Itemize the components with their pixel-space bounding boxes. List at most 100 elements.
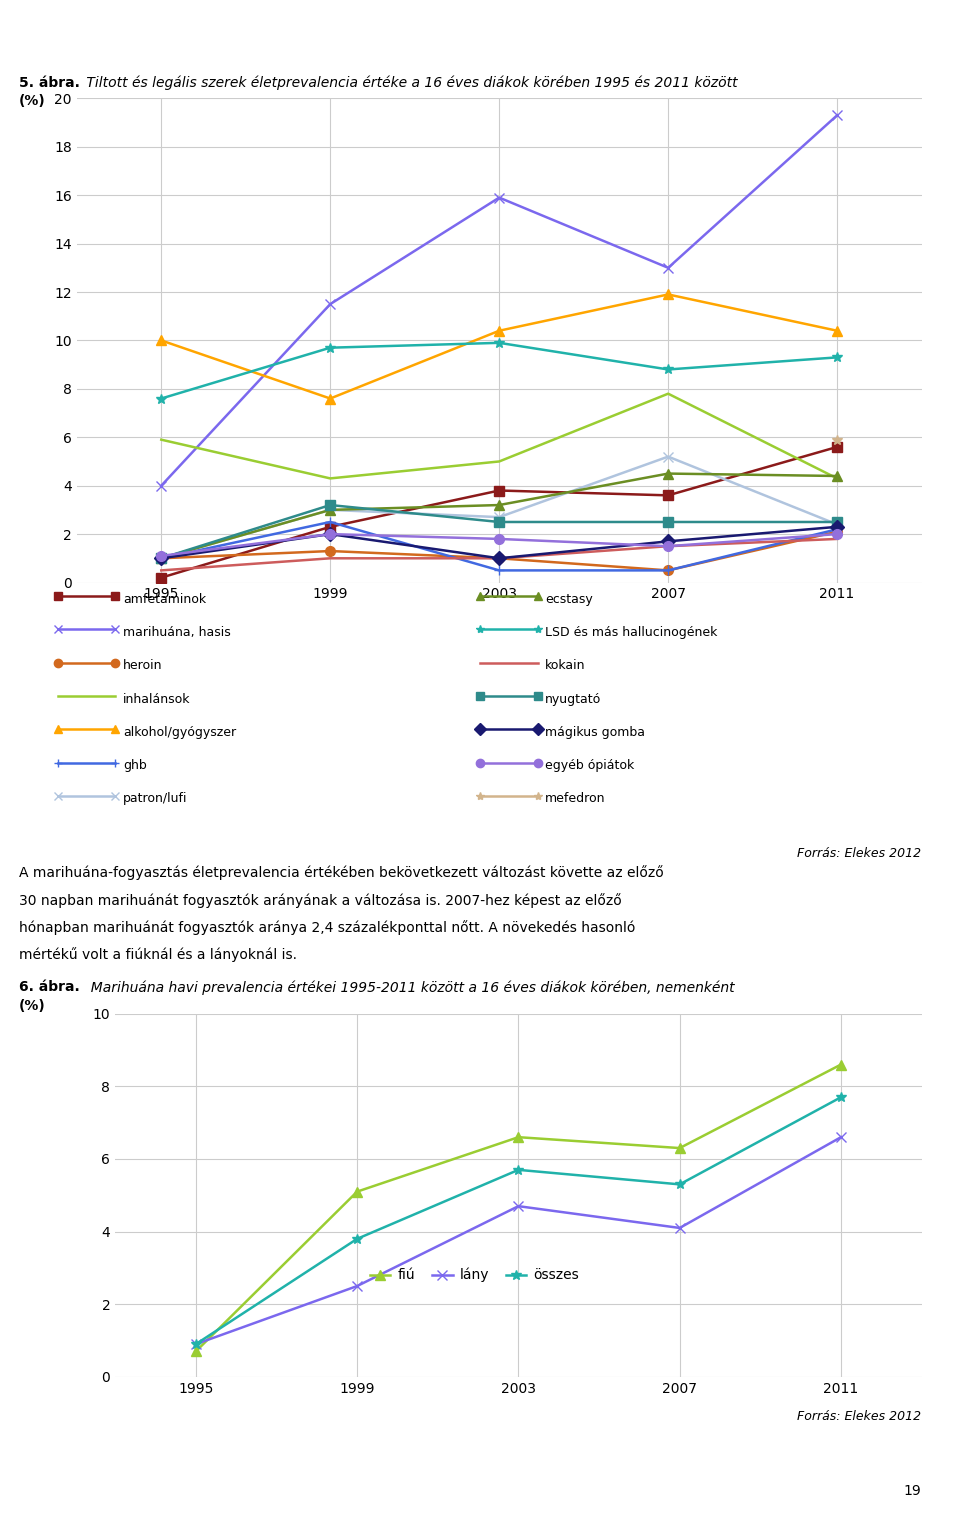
nyugtató xyxy=(493,513,505,531)
Text: nyugtató: nyugtató xyxy=(545,693,602,705)
összes xyxy=(835,1088,847,1106)
összes xyxy=(674,1176,685,1194)
mágikus gomba xyxy=(156,549,167,567)
Text: patron/lufi: patron/lufi xyxy=(123,793,187,805)
egyéb ópiátok xyxy=(493,530,505,548)
Line: ecstasy: ecstasy xyxy=(156,469,842,563)
Text: mértékű volt a fiúknál és a lányoknál is.: mértékű volt a fiúknál és a lányoknál is… xyxy=(19,947,298,962)
összes xyxy=(513,1160,524,1179)
Line: amfetaminok: amfetaminok xyxy=(156,442,842,583)
összes xyxy=(351,1230,363,1248)
patron/lufi xyxy=(493,508,505,527)
amfetaminok xyxy=(493,481,505,499)
alkohol/gyógyszer xyxy=(831,322,843,340)
nyugtató xyxy=(662,513,674,531)
ghb xyxy=(493,561,505,579)
fiú xyxy=(513,1129,524,1147)
alkohol/gyógyszer xyxy=(324,389,336,407)
egyéb ópiátok xyxy=(324,525,336,543)
Text: 5. ábra.: 5. ábra. xyxy=(19,76,80,89)
Line: ghb: ghb xyxy=(156,517,842,575)
Line: alkohol/gyógyszer: alkohol/gyógyszer xyxy=(156,289,842,404)
patron/lufi xyxy=(324,501,336,519)
Text: (%): (%) xyxy=(19,94,46,107)
ghb xyxy=(324,513,336,531)
Text: inhalánsok: inhalánsok xyxy=(123,693,190,705)
amfetaminok xyxy=(156,569,167,587)
ecstasy xyxy=(493,496,505,514)
heroin xyxy=(662,561,674,579)
LSD és más hallucinogének xyxy=(662,360,674,378)
Line: inhalánsok: inhalánsok xyxy=(161,393,837,478)
Text: mágikus gomba: mágikus gomba xyxy=(545,726,645,738)
ghb xyxy=(831,520,843,539)
kokain xyxy=(493,549,505,567)
egyéb ópiátok xyxy=(662,537,674,555)
lány xyxy=(190,1334,202,1353)
Text: kokain: kokain xyxy=(545,660,586,672)
mágikus gomba xyxy=(662,533,674,551)
Text: alkohol/gyógyszer: alkohol/gyógyszer xyxy=(123,726,236,738)
Text: 6. ábra.: 6. ábra. xyxy=(19,980,80,994)
Line: LSD és más hallucinogének: LSD és más hallucinogének xyxy=(156,337,842,404)
marihuána, hasis xyxy=(831,106,843,124)
Text: ecstasy: ecstasy xyxy=(545,593,593,605)
Line: fiú: fiú xyxy=(191,1059,846,1356)
kokain xyxy=(662,537,674,555)
inhalánsok xyxy=(324,469,336,487)
Text: A marihuána-fogyasztás életprevalencia értékében bekövetkezett változást követte: A marihuána-fogyasztás életprevalencia é… xyxy=(19,865,664,881)
Text: Marihuána havi prevalencia értékei 1995-2011 között a 16 éves diákok körében, ne: Marihuána havi prevalencia értékei 1995-… xyxy=(82,980,734,996)
mágikus gomba xyxy=(493,549,505,567)
amfetaminok xyxy=(324,517,336,536)
LSD és más hallucinogének xyxy=(831,348,843,366)
alkohol/gyógyszer xyxy=(493,322,505,340)
LSD és más hallucinogének xyxy=(493,334,505,353)
Text: (%): (%) xyxy=(19,999,46,1012)
ecstasy xyxy=(324,501,336,519)
fiú xyxy=(674,1139,685,1157)
Line: nyugtató: nyugtató xyxy=(156,501,842,563)
lány xyxy=(513,1197,524,1215)
egyéb ópiátok xyxy=(156,546,167,564)
amfetaminok xyxy=(831,437,843,455)
lány xyxy=(674,1219,685,1238)
Line: összes: összes xyxy=(191,1092,846,1350)
heroin xyxy=(156,549,167,567)
ghb xyxy=(662,561,674,579)
alkohol/gyógyszer xyxy=(156,331,167,350)
Line: heroin: heroin xyxy=(156,527,842,575)
heroin xyxy=(324,542,336,560)
egyéb ópiátok xyxy=(831,525,843,543)
fiú xyxy=(190,1342,202,1360)
Text: amfetaminok: amfetaminok xyxy=(123,593,206,605)
kokain xyxy=(831,530,843,548)
Line: egyéb ópiátok: egyéb ópiátok xyxy=(156,530,842,561)
alkohol/gyógyszer xyxy=(662,286,674,304)
fiú xyxy=(835,1056,847,1074)
Text: 19: 19 xyxy=(904,1484,922,1498)
ecstasy xyxy=(831,468,843,486)
mágikus gomba xyxy=(324,525,336,543)
heroin xyxy=(831,522,843,540)
Text: mefedron: mefedron xyxy=(545,793,606,805)
marihuána, hasis xyxy=(493,189,505,207)
amfetaminok xyxy=(662,486,674,504)
lány xyxy=(351,1277,363,1295)
inhalánsok xyxy=(831,469,843,487)
kokain xyxy=(156,561,167,579)
ecstasy xyxy=(662,464,674,483)
marihuána, hasis xyxy=(156,477,167,495)
Text: LSD és más hallucinogének: LSD és más hallucinogének xyxy=(545,626,718,638)
nyugtató xyxy=(156,549,167,567)
Text: Forrás: Elekes 2012: Forrás: Elekes 2012 xyxy=(798,1410,922,1424)
Legend: fiú, lány, összes: fiú, lány, összes xyxy=(364,1262,585,1288)
Text: egyéb ópiátok: egyéb ópiátok xyxy=(545,760,635,772)
marihuána, hasis xyxy=(324,295,336,313)
fiú xyxy=(351,1183,363,1201)
Text: Tiltott és legális szerek életprevalencia értéke a 16 éves diákok körében 1995 é: Tiltott és legális szerek életprevalenci… xyxy=(82,76,737,91)
Text: hónapban marihuánát fogyasztók aránya 2,4 százalékponttal nőtt. A növekedés haso: hónapban marihuánát fogyasztók aránya 2,… xyxy=(19,920,636,935)
Text: 30 napban marihuánát fogyasztók arányának a változása is. 2007-hez képest az elő: 30 napban marihuánát fogyasztók arányána… xyxy=(19,893,622,908)
inhalánsok xyxy=(493,452,505,471)
mágikus gomba xyxy=(831,517,843,536)
marihuána, hasis xyxy=(662,259,674,277)
